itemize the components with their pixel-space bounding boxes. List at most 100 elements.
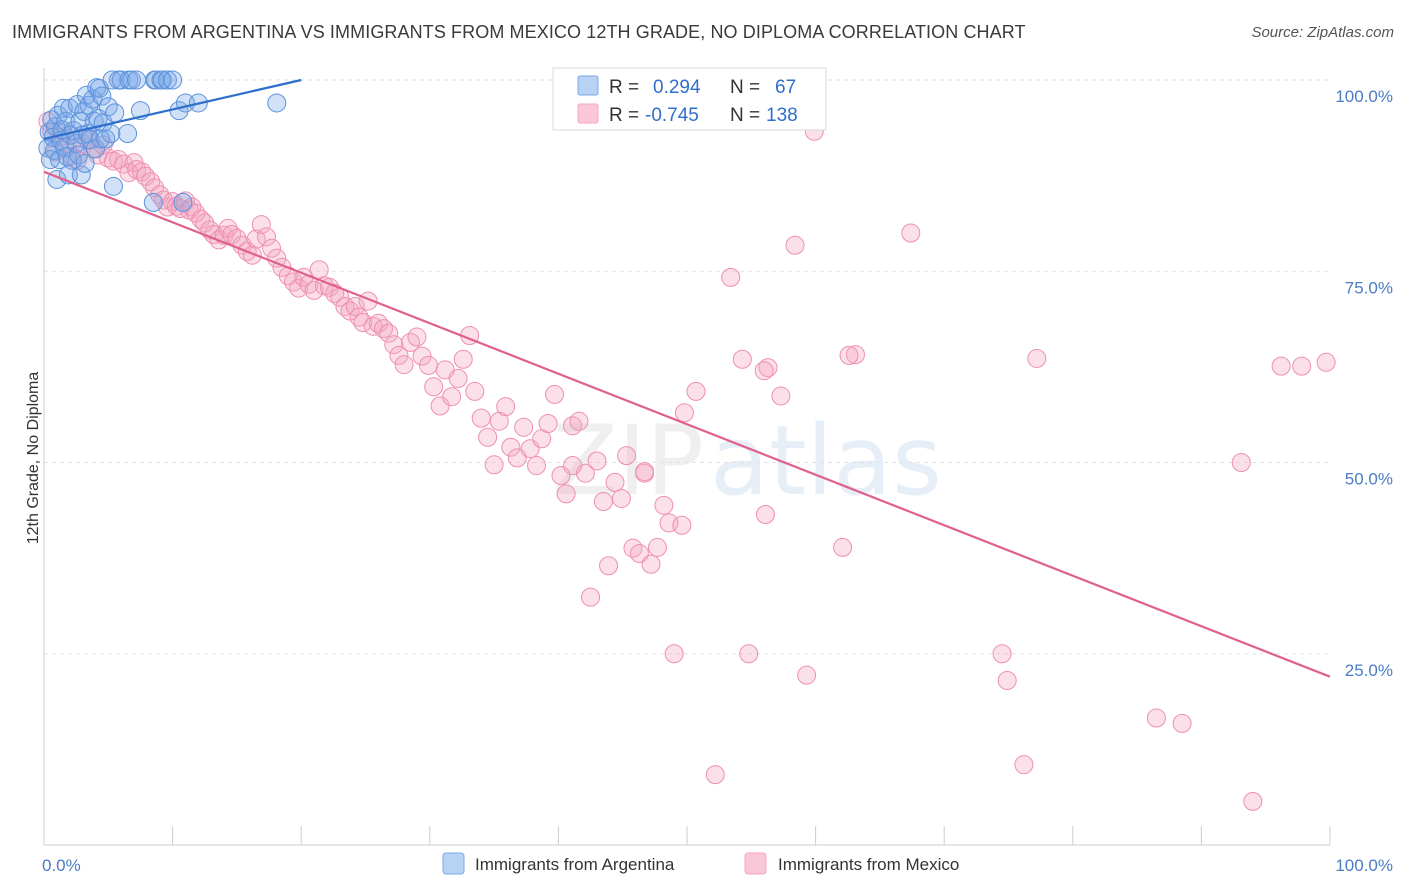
point-mexico-146 [839, 345, 859, 365]
point-argentina-49 [111, 70, 131, 90]
point-argentina-55 [143, 192, 163, 212]
point-mexico-83 [442, 387, 462, 407]
y-tick-label-0: 25.0% [1345, 661, 1393, 680]
point-mexico-110 [605, 472, 625, 492]
point-mexico-76 [401, 332, 421, 352]
point-mexico-138 [1271, 356, 1291, 376]
x-tick-label-min: 0.0% [42, 856, 81, 875]
stats-r-label-argentina: R = [609, 77, 639, 98]
point-mexico-113 [623, 538, 643, 558]
point-argentina-35 [85, 139, 105, 159]
point-mexico-66 [349, 307, 369, 327]
point-mexico-134 [992, 644, 1012, 664]
point-mexico-65 [345, 296, 365, 316]
point-argentina-52 [121, 70, 141, 90]
legend-swatch-mexico [744, 852, 767, 875]
point-mexico-92 [496, 397, 516, 417]
y-tick-labels: 25.0% 50.0% 75.0% 100.0% [1335, 87, 1393, 680]
stats-n-label-argentina: N = [730, 77, 760, 98]
point-mexico-67 [353, 313, 373, 333]
point-mexico-126 [739, 644, 759, 664]
point-mexico-149 [563, 456, 583, 476]
point-mexico-95 [514, 417, 534, 437]
point-mexico-80 [424, 377, 444, 397]
gridlines [44, 79, 1330, 655]
point-argentina-57 [146, 70, 166, 90]
stats-n-value-mexico: 138 [766, 105, 798, 126]
point-mexico-130 [797, 665, 817, 685]
series-legend: Immigrants from Argentina Immigrants fro… [442, 852, 959, 875]
stats-swatch-argentina [577, 75, 599, 96]
point-argentina-63 [173, 192, 193, 212]
point-mexico-143 [1172, 713, 1192, 733]
point-mexico-144 [1243, 791, 1263, 811]
point-argentina-60 [157, 70, 177, 90]
point-argentina-32 [80, 130, 100, 150]
point-mexico-75 [394, 355, 414, 375]
point-mexico-87 [465, 381, 485, 401]
point-mexico-79 [419, 355, 439, 375]
point-mexico-122 [686, 381, 706, 401]
point-mexico-58 [309, 260, 329, 280]
point-mexico-112 [617, 446, 637, 466]
trendlines [43, 78, 1331, 678]
point-mexico-90 [484, 455, 504, 475]
stats-legend: R = 0.294 N = 67 R = -0.745 N = 138 [552, 67, 827, 131]
point-mexico-148 [672, 515, 692, 535]
point-mexico-139 [1292, 356, 1312, 376]
stats-r-label-mexico: R = [609, 105, 639, 126]
point-mexico-106 [581, 587, 601, 607]
point-argentina-39 [91, 129, 111, 149]
point-mexico-81 [430, 396, 450, 416]
axes [43, 68, 1331, 846]
y-tick-label-2: 75.0% [1345, 278, 1393, 297]
legend-label-mexico: Immigrants from Mexico [778, 855, 959, 874]
point-mexico-145 [901, 223, 921, 243]
point-argentina-50 [118, 124, 138, 144]
point-mexico-129 [771, 386, 791, 406]
point-argentina-53 [127, 70, 147, 90]
trendline-mexico [43, 170, 1331, 678]
point-mexico-120 [664, 644, 684, 664]
stats-r-value-argentina: 0.294 [653, 77, 701, 98]
point-mexico-118 [654, 495, 674, 515]
point-mexico-48 [256, 227, 276, 247]
point-mexico-109 [599, 556, 619, 576]
point-mexico-140 [1316, 352, 1336, 372]
point-mexico-93 [501, 437, 521, 457]
point-mexico-132 [833, 537, 853, 557]
point-argentina-46 [103, 176, 123, 196]
point-argentina-47 [105, 103, 125, 123]
point-mexico-104 [569, 411, 589, 431]
point-mexico-54 [289, 278, 309, 298]
y-axis-title: 12th Grade, No Diploma [25, 372, 42, 545]
point-mexico-70 [368, 313, 388, 333]
legend-label-argentina: Immigrants from Argentina [475, 855, 675, 874]
point-mexico-151 [754, 361, 774, 381]
point-mexico-121 [674, 403, 694, 423]
point-mexico-50 [267, 248, 287, 268]
point-mexico-72 [379, 323, 399, 343]
x-tick-label-max: 100.0% [1335, 856, 1393, 875]
point-mexico-22 [141, 172, 161, 192]
stats-n-label-mexico: N = [730, 105, 760, 126]
point-argentina-40 [92, 86, 112, 106]
point-mexico-61 [325, 283, 345, 303]
stats-swatch-mexico [577, 103, 599, 124]
point-argentina-66 [267, 93, 287, 113]
point-mexico-125 [732, 349, 752, 369]
point-argentina-59 [152, 70, 172, 90]
point-mexico-124 [721, 267, 741, 287]
point-mexico-123 [705, 765, 725, 785]
point-mexico-74 [389, 345, 409, 365]
point-mexico-136 [1027, 348, 1047, 368]
point-mexico-141 [1014, 755, 1034, 775]
point-mexico-91 [489, 411, 509, 431]
point-mexico-85 [453, 349, 473, 369]
point-argentina-25 [71, 165, 91, 185]
point-mexico-142 [1146, 708, 1166, 728]
point-mexico-127 [755, 505, 775, 525]
point-mexico-94 [507, 448, 527, 468]
point-mexico-147 [785, 235, 805, 255]
